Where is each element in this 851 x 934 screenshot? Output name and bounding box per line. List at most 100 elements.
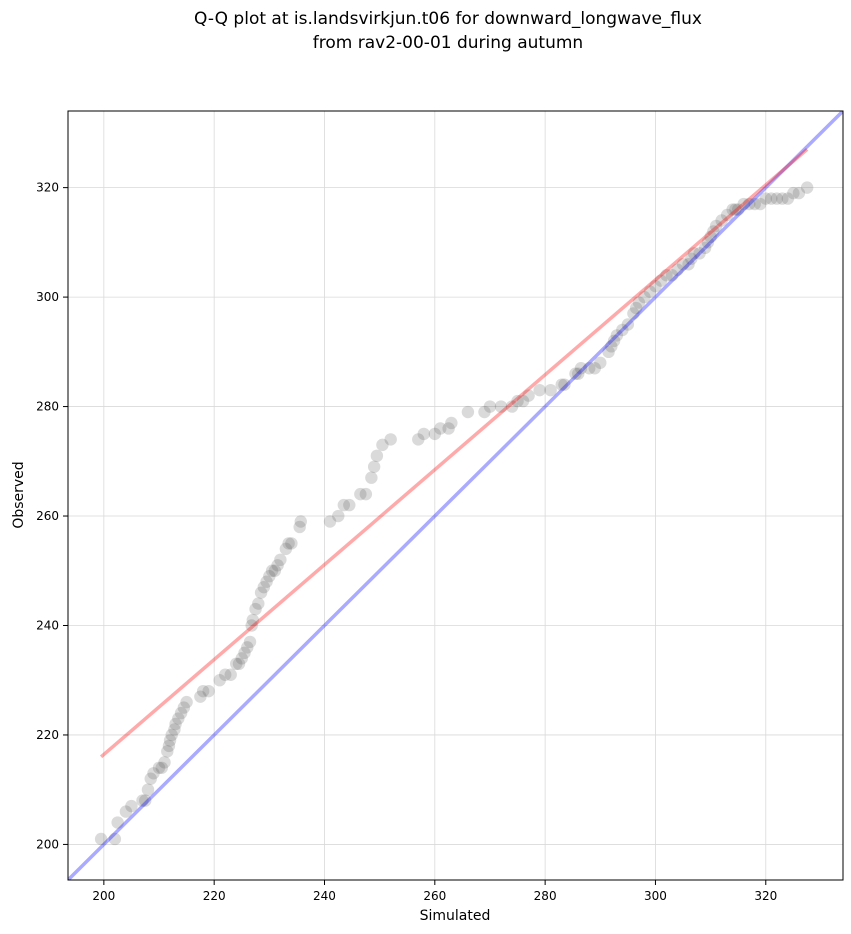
y-gridlines <box>68 187 843 845</box>
data-point <box>94 832 108 846</box>
data-point <box>136 794 149 807</box>
data-point <box>605 340 618 353</box>
data-point <box>163 734 177 747</box>
data-point <box>627 307 640 320</box>
data-point <box>354 487 367 501</box>
data-point <box>323 515 337 528</box>
data-point <box>359 487 373 501</box>
data-point <box>213 674 226 687</box>
data-point <box>337 498 351 512</box>
fit-line <box>99 147 809 759</box>
data-point <box>177 701 191 714</box>
data-point <box>729 203 742 216</box>
data-point <box>194 690 207 703</box>
data-point <box>731 203 745 216</box>
data-point <box>572 367 585 380</box>
data-point <box>478 405 491 419</box>
data-point <box>743 197 756 211</box>
data-point <box>384 433 397 446</box>
data-point <box>701 236 715 249</box>
data-point <box>754 197 767 211</box>
x-tick-label: 260 <box>423 889 446 903</box>
data-point <box>715 214 728 227</box>
data-point <box>800 181 814 194</box>
data-point <box>260 575 273 588</box>
data-point <box>621 318 635 331</box>
data-point <box>748 197 761 211</box>
data-point <box>147 767 160 780</box>
data-point <box>461 405 475 419</box>
data-point <box>202 684 215 698</box>
data-point <box>144 772 157 785</box>
data-point <box>693 247 706 260</box>
data-point <box>602 345 615 359</box>
y-tick-label: 280 <box>36 400 59 414</box>
data-point <box>505 400 519 413</box>
data-point <box>616 323 629 337</box>
chart-title-line-1: Q-Q plot at is.landsvirkjun.t06 for down… <box>194 9 702 29</box>
data-point <box>111 816 124 829</box>
data-point <box>219 668 232 681</box>
data-point <box>726 203 739 216</box>
data-point <box>254 586 268 599</box>
data-point <box>607 334 621 348</box>
data-point <box>263 570 276 583</box>
data-point <box>232 657 246 671</box>
data-point <box>483 400 497 413</box>
data-point <box>434 422 447 435</box>
data-point <box>238 646 251 660</box>
data-point <box>417 427 430 441</box>
data-point <box>660 268 673 282</box>
data-point <box>522 389 535 402</box>
data-point <box>704 230 717 244</box>
data-point <box>583 362 596 375</box>
data-point <box>707 225 720 238</box>
data-point <box>569 367 582 380</box>
data-point <box>555 378 568 391</box>
data-point <box>412 433 425 446</box>
data-point <box>516 394 530 408</box>
data-point <box>162 739 176 753</box>
data-point <box>169 717 182 731</box>
data-point <box>594 356 607 369</box>
data-point <box>196 684 210 698</box>
data-point <box>654 274 668 287</box>
x-axis-label: Simulated <box>420 908 491 924</box>
data-point <box>282 537 295 550</box>
data-point <box>168 723 181 736</box>
data-point <box>155 761 168 774</box>
y-tick-label: 260 <box>36 509 59 523</box>
data-point <box>676 258 690 271</box>
data-point <box>172 712 185 725</box>
data-point <box>152 761 166 774</box>
data-point <box>665 268 679 282</box>
data-point <box>720 208 734 222</box>
data-point <box>141 783 155 796</box>
x-gridlines <box>103 111 767 880</box>
data-point <box>125 799 138 813</box>
x-tick-label: 200 <box>92 889 115 903</box>
data-point <box>265 564 279 577</box>
data-point <box>165 728 178 742</box>
data-point <box>246 613 259 627</box>
data-point <box>632 296 646 309</box>
data-point <box>271 559 284 572</box>
data-point <box>224 668 237 681</box>
y-tick-label: 240 <box>36 618 59 632</box>
data-point <box>174 706 188 720</box>
x-tick-label: 320 <box>754 889 777 903</box>
plot-frame <box>67 110 844 881</box>
scatter-points <box>94 181 814 846</box>
data-point <box>770 192 784 205</box>
x-tick-label: 220 <box>203 889 226 903</box>
data-point <box>370 449 384 463</box>
data-point <box>574 362 588 375</box>
y-tick-label: 320 <box>36 181 59 195</box>
data-point <box>257 580 271 594</box>
data-point <box>494 400 508 413</box>
data-point <box>759 192 772 205</box>
identity-line <box>68 111 843 880</box>
data-point <box>285 537 298 550</box>
data-point <box>442 422 455 435</box>
data-point <box>765 192 778 205</box>
